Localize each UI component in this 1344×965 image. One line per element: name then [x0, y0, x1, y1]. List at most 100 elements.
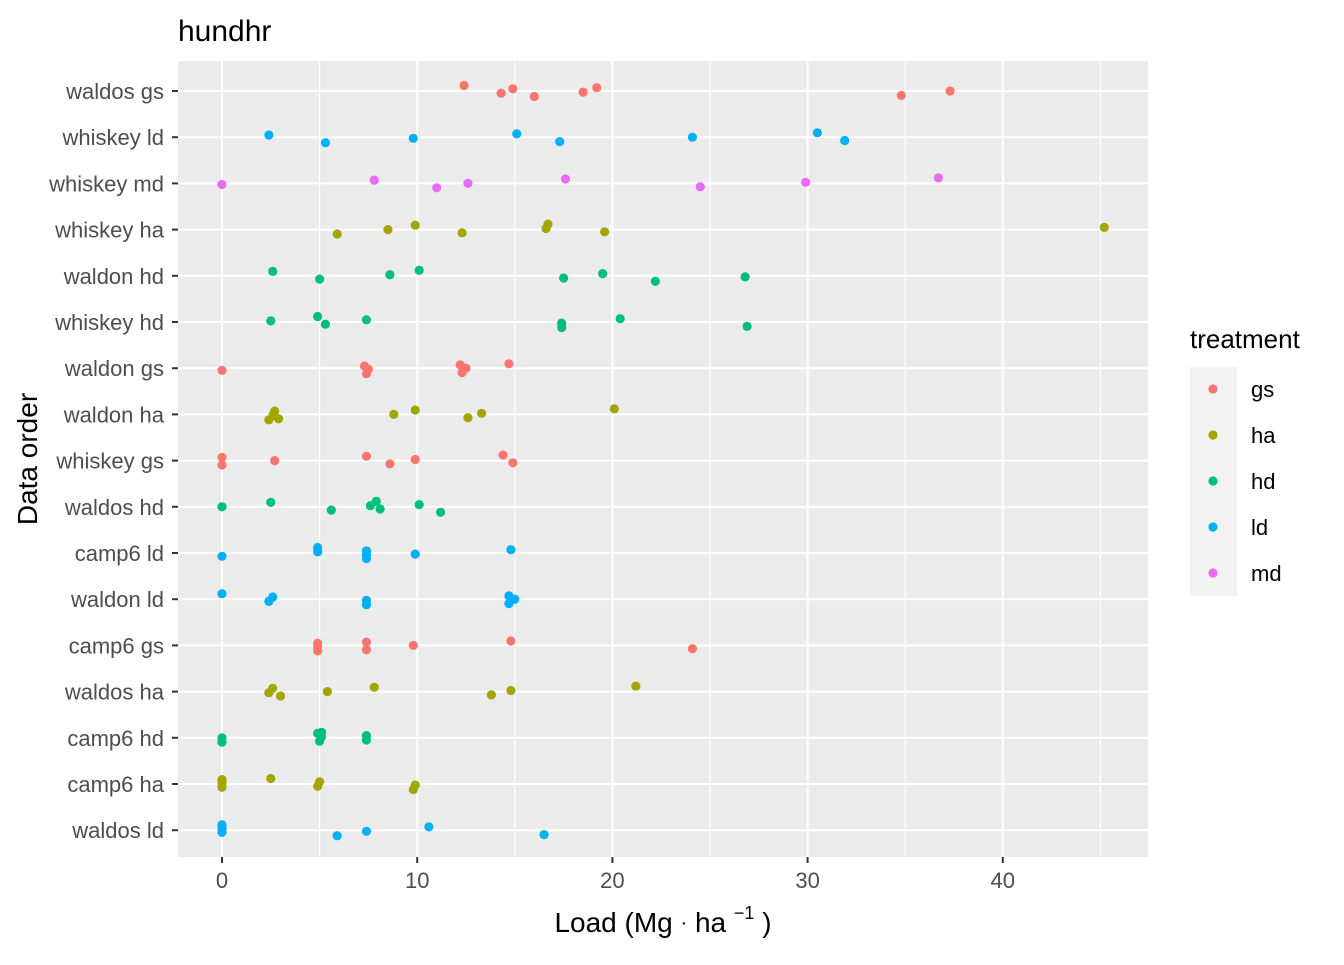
data-point-md [695, 182, 705, 192]
data-point-ha [631, 681, 641, 691]
data-point-ha [217, 778, 227, 788]
data-point-ld [812, 128, 822, 138]
x-tick-label: 30 [795, 868, 819, 893]
data-point-ha [486, 690, 496, 700]
legend-title: treatment [1190, 324, 1301, 354]
y-tick-label: whiskey hd [54, 310, 164, 335]
data-point-hd [361, 731, 372, 741]
legend-key-ld [1208, 522, 1218, 532]
data-point-md [463, 178, 473, 188]
data-point-hd [557, 318, 567, 328]
data-point-hd [313, 311, 323, 322]
data-point-hd [320, 319, 331, 329]
y-tick-label: whiskey gs [55, 449, 164, 474]
legend-label-ld: ld [1251, 515, 1268, 540]
data-point-hd [315, 274, 325, 284]
y-tick-label: waldon ha [63, 402, 165, 427]
data-point-ha [369, 682, 379, 692]
data-point-gs [217, 460, 227, 470]
data-point-gs [592, 83, 602, 93]
legend-key-gs [1208, 384, 1218, 394]
data-point-gs [498, 450, 508, 460]
data-point-ha [506, 685, 516, 696]
data-point-hd [436, 507, 446, 517]
y-tick-label: waldon ld [70, 587, 164, 612]
y-tick-label: whiskey md [48, 171, 164, 196]
data-point-ha [410, 220, 420, 230]
data-point-ld [687, 132, 698, 142]
data-point-hd [375, 504, 385, 514]
data-point-ha [266, 773, 276, 784]
data-point-gs [508, 458, 518, 468]
data-point-hd [217, 502, 227, 512]
data-point-ha [477, 408, 487, 418]
data-point-hd [615, 314, 625, 324]
data-point-ld [320, 138, 331, 148]
x-axis-title-close: ) [762, 907, 771, 938]
y-tick-label: camp6 ld [75, 541, 164, 566]
data-point-ha [599, 227, 610, 237]
data-point-ha [410, 405, 420, 415]
legend-key-hd [1208, 476, 1218, 486]
data-point-gs [896, 90, 906, 100]
data-point-gs [408, 640, 418, 651]
y-tick-label: waldos ld [71, 818, 164, 843]
data-point-gs [361, 637, 372, 647]
x-tick-label: 40 [991, 868, 1015, 893]
data-point-ld [268, 592, 278, 602]
data-point-ld [332, 831, 342, 841]
legend: treatment gs ha hd ld md [1190, 324, 1301, 596]
legend-entries: gs ha hd ld md [1208, 377, 1282, 586]
data-point-ld [506, 545, 516, 555]
data-point-ha [410, 780, 420, 790]
data-point-ha [609, 404, 619, 414]
y-tick-label: camp6 hd [67, 726, 164, 751]
data-point-ld [313, 542, 323, 553]
data-point-ha [332, 229, 342, 239]
data-point-gs [217, 452, 227, 462]
data-point-ha [389, 409, 399, 419]
data-point-gs [687, 644, 698, 654]
legend-key-ha [1208, 430, 1218, 440]
data-point-ha [1099, 222, 1109, 232]
data-point-hd [266, 316, 276, 326]
data-point-hd [414, 265, 424, 275]
y-axis-title: Data order [12, 393, 43, 525]
y-tick-label: waldon gs [64, 356, 164, 381]
data-point-ld [539, 830, 549, 840]
data-point-ld [217, 823, 227, 833]
data-point-ld [840, 135, 850, 146]
data-point-md [560, 174, 571, 184]
data-point-ha [383, 225, 393, 235]
data-point-ld [361, 595, 372, 605]
data-point-ha [322, 687, 333, 697]
y-tick-label: waldos hd [64, 495, 164, 520]
data-point-gs [363, 364, 373, 374]
data-point-ld [264, 130, 274, 140]
data-point-hd [361, 315, 372, 325]
data-point-ha [275, 691, 286, 701]
data-point-gs [461, 363, 471, 373]
data-point-ld [555, 137, 565, 147]
y-tick-label: camp6 gs [69, 633, 164, 658]
data-point-md [369, 175, 379, 185]
legend-key-md [1208, 568, 1218, 578]
data-point-hd [268, 266, 278, 276]
legend-label-ha: ha [1251, 423, 1276, 448]
data-point-hd [266, 497, 276, 507]
x-tick-label: 0 [216, 868, 228, 893]
data-point-md [801, 177, 811, 187]
x-tick-label: 20 [600, 868, 624, 893]
data-point-hd [316, 727, 327, 737]
legend-label-md: md [1251, 561, 1282, 586]
data-point-ha [315, 777, 325, 787]
data-point-hd [414, 500, 424, 510]
data-point-gs [313, 641, 323, 652]
data-points [217, 80, 1109, 841]
data-point-ha [457, 228, 467, 238]
data-point-gs [945, 86, 955, 96]
data-point-gs [508, 84, 518, 94]
data-point-hd [742, 321, 752, 331]
y-tick-label: whiskey ld [62, 125, 164, 150]
